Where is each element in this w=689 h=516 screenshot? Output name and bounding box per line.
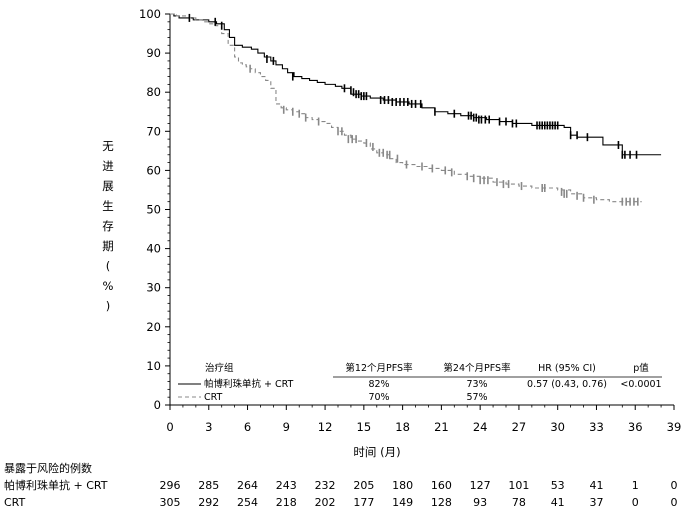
legend-name-pembro: 帕博利珠单抗 + CRT — [204, 378, 294, 390]
y-axis-label-char: 进 — [102, 159, 114, 173]
x-tick-label-21: 21 — [434, 420, 449, 434]
x-tick-label-30: 30 — [550, 420, 565, 434]
legend-header-group: 治疗组 — [205, 362, 234, 374]
risk-value: 127 — [470, 479, 491, 492]
risk-value: 149 — [392, 496, 413, 509]
series-line-0 — [170, 13, 662, 156]
legend: 治疗组 第12个月PFS率 第24个月PFS率 HR (95% CI) p值 帕… — [178, 362, 662, 403]
x-tick-label-9: 9 — [283, 420, 290, 434]
x-tick-label-24: 24 — [473, 420, 488, 434]
risk-value: 78 — [512, 496, 526, 509]
x-tick-label-12: 12 — [318, 420, 333, 434]
legend-pfs24-pembro: 73% — [466, 379, 487, 390]
risk-value: 218 — [276, 496, 297, 509]
legend-pfs24-crt: 57% — [466, 392, 487, 403]
risk-value: 53 — [551, 479, 565, 492]
censor-marks — [188, 13, 639, 206]
risk-value: 205 — [353, 479, 374, 492]
y-axis-label-char: 期 — [102, 239, 114, 253]
risk-value: 101 — [508, 479, 529, 492]
legend-pfs12-pembro: 82% — [368, 379, 389, 390]
risk-values: 296 285 264 243 232 205 180 160 127 101 53 41 1 0 305 2… — [160, 479, 678, 509]
risk-value: 0 — [671, 479, 678, 492]
legend-pfs12-crt: 70% — [368, 392, 389, 403]
y-tick-label-0: 0 — [154, 398, 161, 412]
y-tick-label-50: 50 — [146, 203, 161, 217]
risk-value: 232 — [315, 479, 336, 492]
risk-row-name-pembro: 帕博利珠单抗 + CRT — [4, 478, 108, 492]
legend-name-crt: CRT — [204, 392, 223, 403]
x-tick-label-3: 3 — [205, 420, 212, 434]
risk-table-title: 暴露于风险的例数 — [4, 461, 92, 475]
risk-value: 264 — [237, 479, 258, 492]
risk-value: 296 — [160, 479, 181, 492]
x-tick-label-0: 0 — [166, 420, 173, 434]
y-tick-label-40: 40 — [146, 242, 161, 256]
y-tick-labels: 0 10 20 30 40 50 60 70 80 90 100 — [139, 7, 161, 412]
risk-value: 0 — [671, 496, 678, 509]
risk-value: 41 — [589, 479, 603, 492]
legend-header-hr: HR (95% CI) — [538, 363, 596, 374]
risk-row-name-crt: CRT — [4, 496, 26, 509]
x-tick-label-33: 33 — [589, 420, 604, 434]
risk-value: 292 — [198, 496, 219, 509]
risk-value: 202 — [315, 496, 336, 509]
y-tick-label-70: 70 — [146, 124, 161, 138]
y-tick-label-80: 80 — [146, 85, 161, 99]
risk-value: 37 — [589, 496, 603, 509]
legend-header-pfs24: 第24个月PFS率 — [443, 362, 511, 374]
legend-hr-pembro: 0.57 (0.43, 0.76) — [527, 379, 607, 390]
legend-header-p: p值 — [633, 362, 649, 374]
risk-value: 128 — [431, 496, 452, 509]
y-axis-label-char: ) — [106, 299, 111, 313]
y-axis-label-char: 无 — [102, 139, 114, 153]
x-axis-label: 时间 (月) — [353, 445, 400, 459]
x-tick-label-36: 36 — [628, 420, 643, 434]
risk-value: 0 — [632, 496, 639, 509]
legend-p-pembro: <0.0001 — [620, 379, 661, 390]
risk-value: 93 — [473, 496, 487, 509]
y-axis-label-char: ( — [106, 259, 111, 273]
legend-header-pfs12: 第12个月PFS率 — [345, 362, 413, 374]
survival-curves — [170, 13, 662, 203]
risk-value: 285 — [198, 479, 219, 492]
x-tick-label-15: 15 — [357, 420, 372, 434]
x-tick-label-18: 18 — [395, 420, 410, 434]
y-tick-label-100: 100 — [139, 7, 161, 21]
y-axis-label-char: 展 — [102, 179, 114, 193]
risk-value: 1 — [632, 479, 639, 492]
x-tick-labels: 0 3 6 9 12 15 18 21 24 27 30 33 36 39 — [166, 420, 681, 434]
y-tick-label-60: 60 — [146, 163, 161, 177]
y-tick-label-20: 20 — [146, 320, 161, 334]
risk-value: 180 — [392, 479, 413, 492]
y-axis-label-char: 生 — [102, 199, 114, 213]
y-tick-label-30: 30 — [146, 281, 161, 295]
y-tick-label-90: 90 — [146, 46, 161, 60]
y-tick-label-10: 10 — [146, 359, 161, 373]
y-axis-label-char: 存 — [102, 219, 114, 233]
x-tick-label-6: 6 — [244, 420, 251, 434]
risk-value: 243 — [276, 479, 297, 492]
y-axis-label-char: % — [103, 279, 114, 293]
risk-value: 254 — [237, 496, 258, 509]
axes — [165, 13, 675, 410]
risk-value: 177 — [353, 496, 374, 509]
series-line-1 — [170, 13, 642, 203]
x-tick-label-39: 39 — [667, 420, 682, 434]
risk-value: 41 — [551, 496, 565, 509]
x-tick-label-27: 27 — [512, 420, 527, 434]
risk-value: 160 — [431, 479, 452, 492]
risk-value: 305 — [160, 496, 181, 509]
